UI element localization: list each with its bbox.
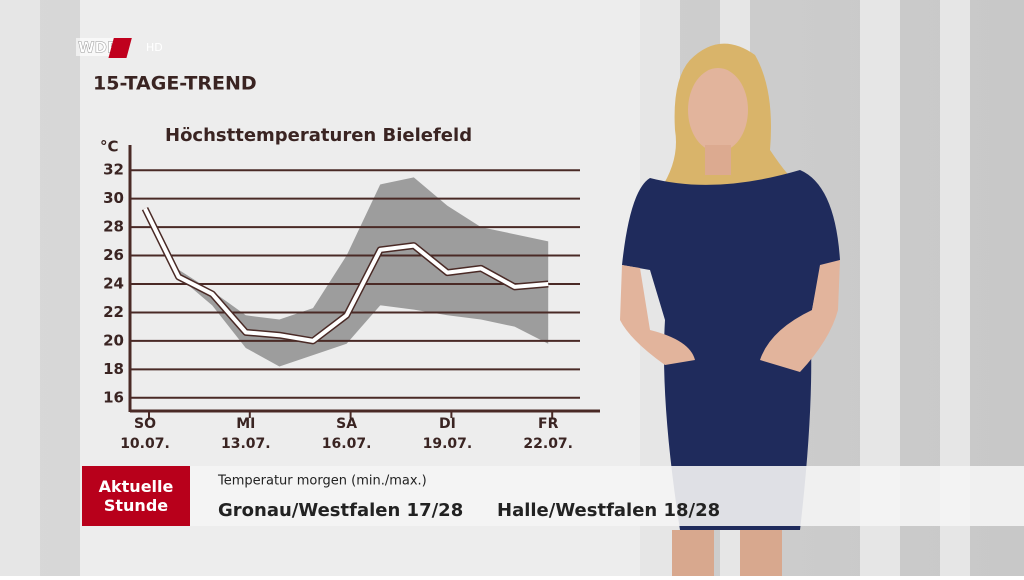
y-tick-label: 18	[103, 360, 124, 378]
show-name: Aktuelle Stunde	[98, 477, 174, 515]
x-tick-weekday: SA	[336, 416, 357, 432]
show-badge-text-box: Aktuelle Stunde	[98, 477, 174, 515]
channel-logo: WDR	[78, 39, 119, 57]
ticker-item: Gronau/Westfalen 17/28	[218, 500, 463, 521]
logo-slash	[108, 38, 132, 58]
y-tick-label: 26	[103, 246, 124, 264]
y-tick-label: 22	[103, 303, 124, 321]
segment-title: 15-TAGE-TREND	[93, 73, 257, 95]
x-tick-label: 10.07.	[120, 436, 170, 452]
x-tick-weekday: DI	[439, 416, 456, 432]
y-tick-label: 16	[103, 388, 124, 406]
temperature-line	[143, 207, 549, 343]
ticker-item: Halle/Westfalen 18/28	[497, 500, 720, 521]
hd-badge: HD	[146, 41, 163, 54]
x-tick-label: 22.07.	[523, 436, 573, 452]
show-badge	[82, 466, 190, 526]
x-tick-weekday: FR	[538, 416, 559, 432]
ticker-heading: Temperatur morgen (min./max.)	[217, 474, 427, 489]
plot: 16 18 20 22 24 26 28 30 32 SO 10.07. MI 13.07. SA 16.0…	[103, 145, 600, 452]
y-tick-label: 20	[103, 331, 124, 349]
range-band	[145, 177, 549, 367]
x-tick-weekday: SO	[134, 416, 156, 432]
presenter	[620, 43, 840, 576]
x-tick-label: 13.07.	[221, 436, 271, 452]
y-tick-label: 24	[103, 275, 124, 293]
x-tick-label: 16.07.	[322, 436, 372, 452]
x-tick-weekday: MI	[236, 416, 255, 432]
y-tick-label: 30	[103, 189, 124, 207]
y-tick-label: 32	[103, 161, 124, 179]
x-tick-label: 19.07.	[423, 436, 473, 452]
y-tick-label: 28	[103, 218, 124, 236]
y-unit: °C	[100, 138, 119, 156]
ticker-bar	[190, 466, 1024, 526]
chart-title: Höchsttemperaturen Bielefeld	[165, 125, 472, 146]
